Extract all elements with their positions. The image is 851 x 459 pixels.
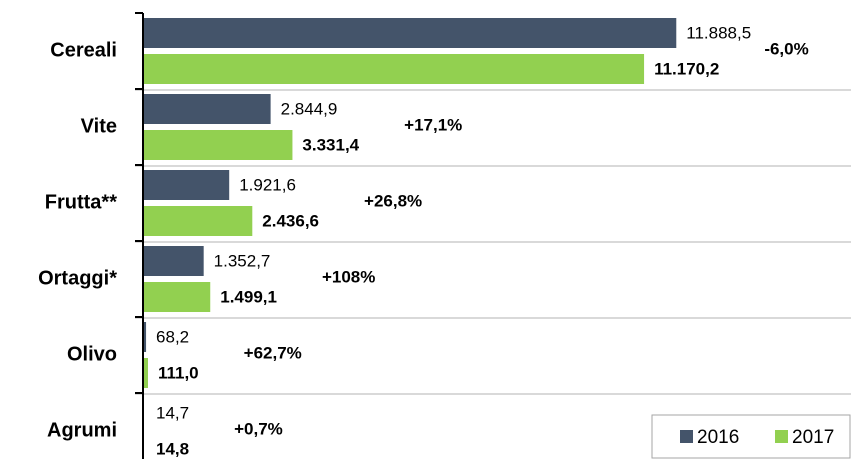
value-label: 1.499,1 <box>220 287 277 306</box>
annotation: +26,8% <box>364 191 422 210</box>
bar <box>143 246 204 276</box>
category-label: Ortaggi* <box>38 267 117 289</box>
bar <box>143 94 271 124</box>
category-label: Vite <box>81 115 117 137</box>
value-label: 3.331,4 <box>302 135 359 154</box>
value-label: 14,8 <box>156 439 189 458</box>
value-label: 68,2 <box>156 327 189 346</box>
category-label: Frutta** <box>45 191 117 213</box>
value-label: 1.921,6 <box>239 175 296 194</box>
value-label: 14,7 <box>156 403 189 422</box>
value-label: 11.888,5 <box>686 23 751 42</box>
value-label: 111,0 <box>158 363 199 382</box>
annotation: +62,7% <box>244 343 302 362</box>
value-label: 1.352,7 <box>214 251 271 270</box>
legend-swatch <box>680 430 693 443</box>
bar <box>143 54 645 84</box>
value-label: 11.170,2 <box>654 59 719 78</box>
annotation: +0,7% <box>234 419 283 438</box>
bar <box>143 18 677 48</box>
bar <box>143 358 148 388</box>
bar <box>143 130 293 160</box>
bar <box>143 206 253 236</box>
value-label: 2.844,9 <box>281 99 338 118</box>
legend-label: 2016 <box>697 427 739 448</box>
bar <box>143 322 147 352</box>
legend-label: 2017 <box>792 427 834 448</box>
legend-swatch <box>775 430 788 443</box>
category-label: Olivo <box>67 343 117 365</box>
bar <box>143 170 230 200</box>
annotation: +17,1% <box>404 115 462 134</box>
annotation: +108% <box>322 267 375 286</box>
category-label: Agrumi <box>47 419 117 441</box>
category-label: Cereali <box>50 39 117 61</box>
bar <box>143 282 211 312</box>
annotation: -6,0% <box>764 39 808 58</box>
value-label: 2.436,6 <box>262 211 319 230</box>
